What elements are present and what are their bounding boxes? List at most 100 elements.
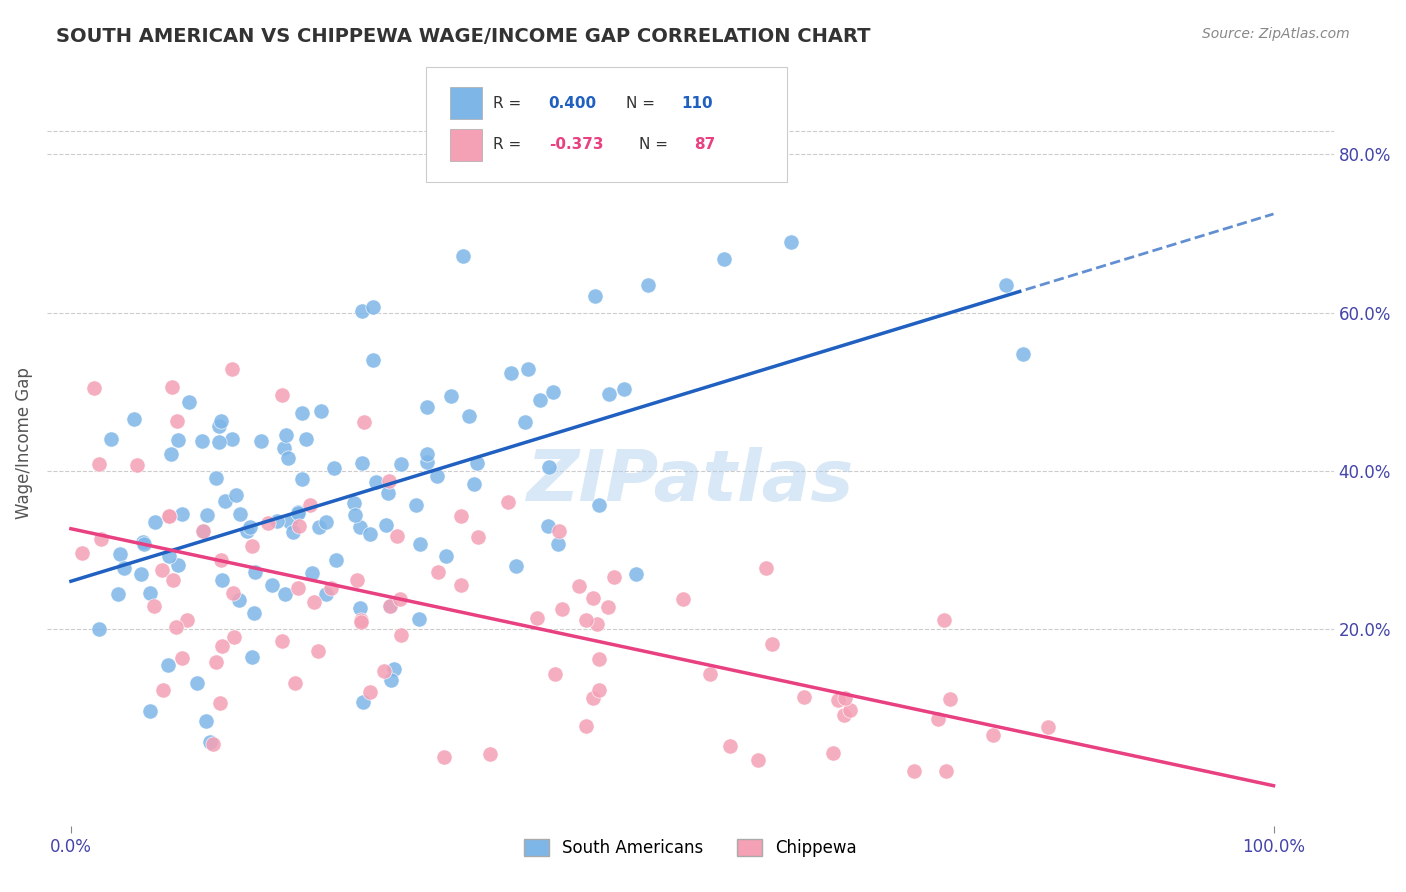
Point: [298, 499, 321, 513]
Point: [139, 704, 162, 718]
Point: [583, 289, 606, 303]
Point: [637, 278, 659, 293]
Point: [274, 587, 297, 601]
Point: [157, 508, 180, 523]
Point: [288, 519, 311, 533]
Point: [588, 498, 610, 512]
Point: [307, 644, 329, 658]
Point: [575, 613, 598, 627]
Point: [377, 474, 399, 488]
Point: [295, 432, 318, 446]
Text: ZIPatlas: ZIPatlas: [527, 447, 853, 516]
Point: [834, 691, 856, 706]
Point: [505, 559, 527, 574]
Point: [281, 525, 304, 540]
Point: [83, 381, 105, 395]
Point: [209, 553, 232, 567]
Point: [90, 532, 112, 546]
Point: [467, 530, 489, 544]
Point: [602, 570, 624, 584]
Point: [343, 495, 366, 509]
Point: [142, 599, 165, 614]
Point: [827, 693, 849, 707]
Y-axis label: Wage/Income Gap: Wage/Income Gap: [15, 367, 32, 519]
Text: -0.373: -0.373: [548, 137, 603, 153]
Point: [903, 764, 925, 778]
Point: [287, 505, 309, 519]
Point: [834, 708, 856, 723]
Point: [529, 392, 551, 407]
Point: [186, 675, 208, 690]
Point: [167, 558, 190, 572]
Point: [453, 249, 475, 263]
Point: [526, 611, 548, 625]
Point: [588, 682, 610, 697]
Text: 0.400: 0.400: [548, 95, 596, 111]
Point: [170, 507, 193, 521]
Point: [150, 564, 173, 578]
Text: 87: 87: [695, 137, 716, 153]
Point: [159, 447, 181, 461]
Point: [391, 457, 413, 471]
Point: [243, 565, 266, 579]
Point: [273, 442, 295, 456]
Point: [513, 415, 536, 429]
Point: [301, 566, 323, 580]
Point: [322, 460, 344, 475]
Point: [287, 506, 309, 520]
Point: [718, 739, 741, 754]
Point: [349, 520, 371, 534]
Point: [388, 592, 411, 607]
Point: [343, 508, 366, 523]
Point: [938, 692, 960, 706]
Point: [208, 435, 231, 450]
Point: [198, 735, 221, 749]
Text: R =: R =: [494, 95, 526, 111]
Point: [321, 581, 343, 595]
Point: [221, 361, 243, 376]
Point: [373, 664, 395, 678]
Point: [315, 515, 337, 529]
Point: [129, 566, 152, 581]
Point: [349, 601, 371, 615]
Point: [839, 703, 862, 717]
Point: [547, 537, 569, 551]
Point: [214, 494, 236, 508]
Point: [308, 519, 330, 533]
FancyBboxPatch shape: [450, 128, 482, 161]
Point: [225, 488, 247, 502]
Point: [389, 627, 412, 641]
Point: [551, 602, 574, 616]
Point: [156, 658, 179, 673]
Point: [222, 586, 245, 600]
Point: [240, 649, 263, 664]
Point: [793, 690, 815, 704]
Point: [352, 695, 374, 709]
Point: [361, 353, 384, 368]
Point: [416, 401, 439, 415]
Point: [290, 406, 312, 420]
Point: [548, 524, 571, 539]
Point: [582, 691, 605, 706]
Point: [191, 524, 214, 539]
Point: [302, 595, 325, 609]
Point: [256, 516, 278, 531]
Point: [191, 434, 214, 449]
Point: [197, 508, 219, 522]
Point: [537, 519, 560, 533]
Point: [366, 475, 388, 489]
Point: [385, 529, 408, 543]
Point: [325, 553, 347, 567]
Point: [541, 385, 564, 400]
Point: [359, 684, 381, 698]
Point: [934, 613, 956, 627]
Point: [935, 764, 957, 778]
Point: [276, 427, 298, 442]
Point: [755, 561, 778, 575]
Point: [229, 507, 252, 521]
Point: [426, 468, 449, 483]
Point: [235, 524, 257, 539]
Point: [450, 509, 472, 524]
Text: R =: R =: [494, 137, 526, 153]
Point: [613, 382, 636, 396]
